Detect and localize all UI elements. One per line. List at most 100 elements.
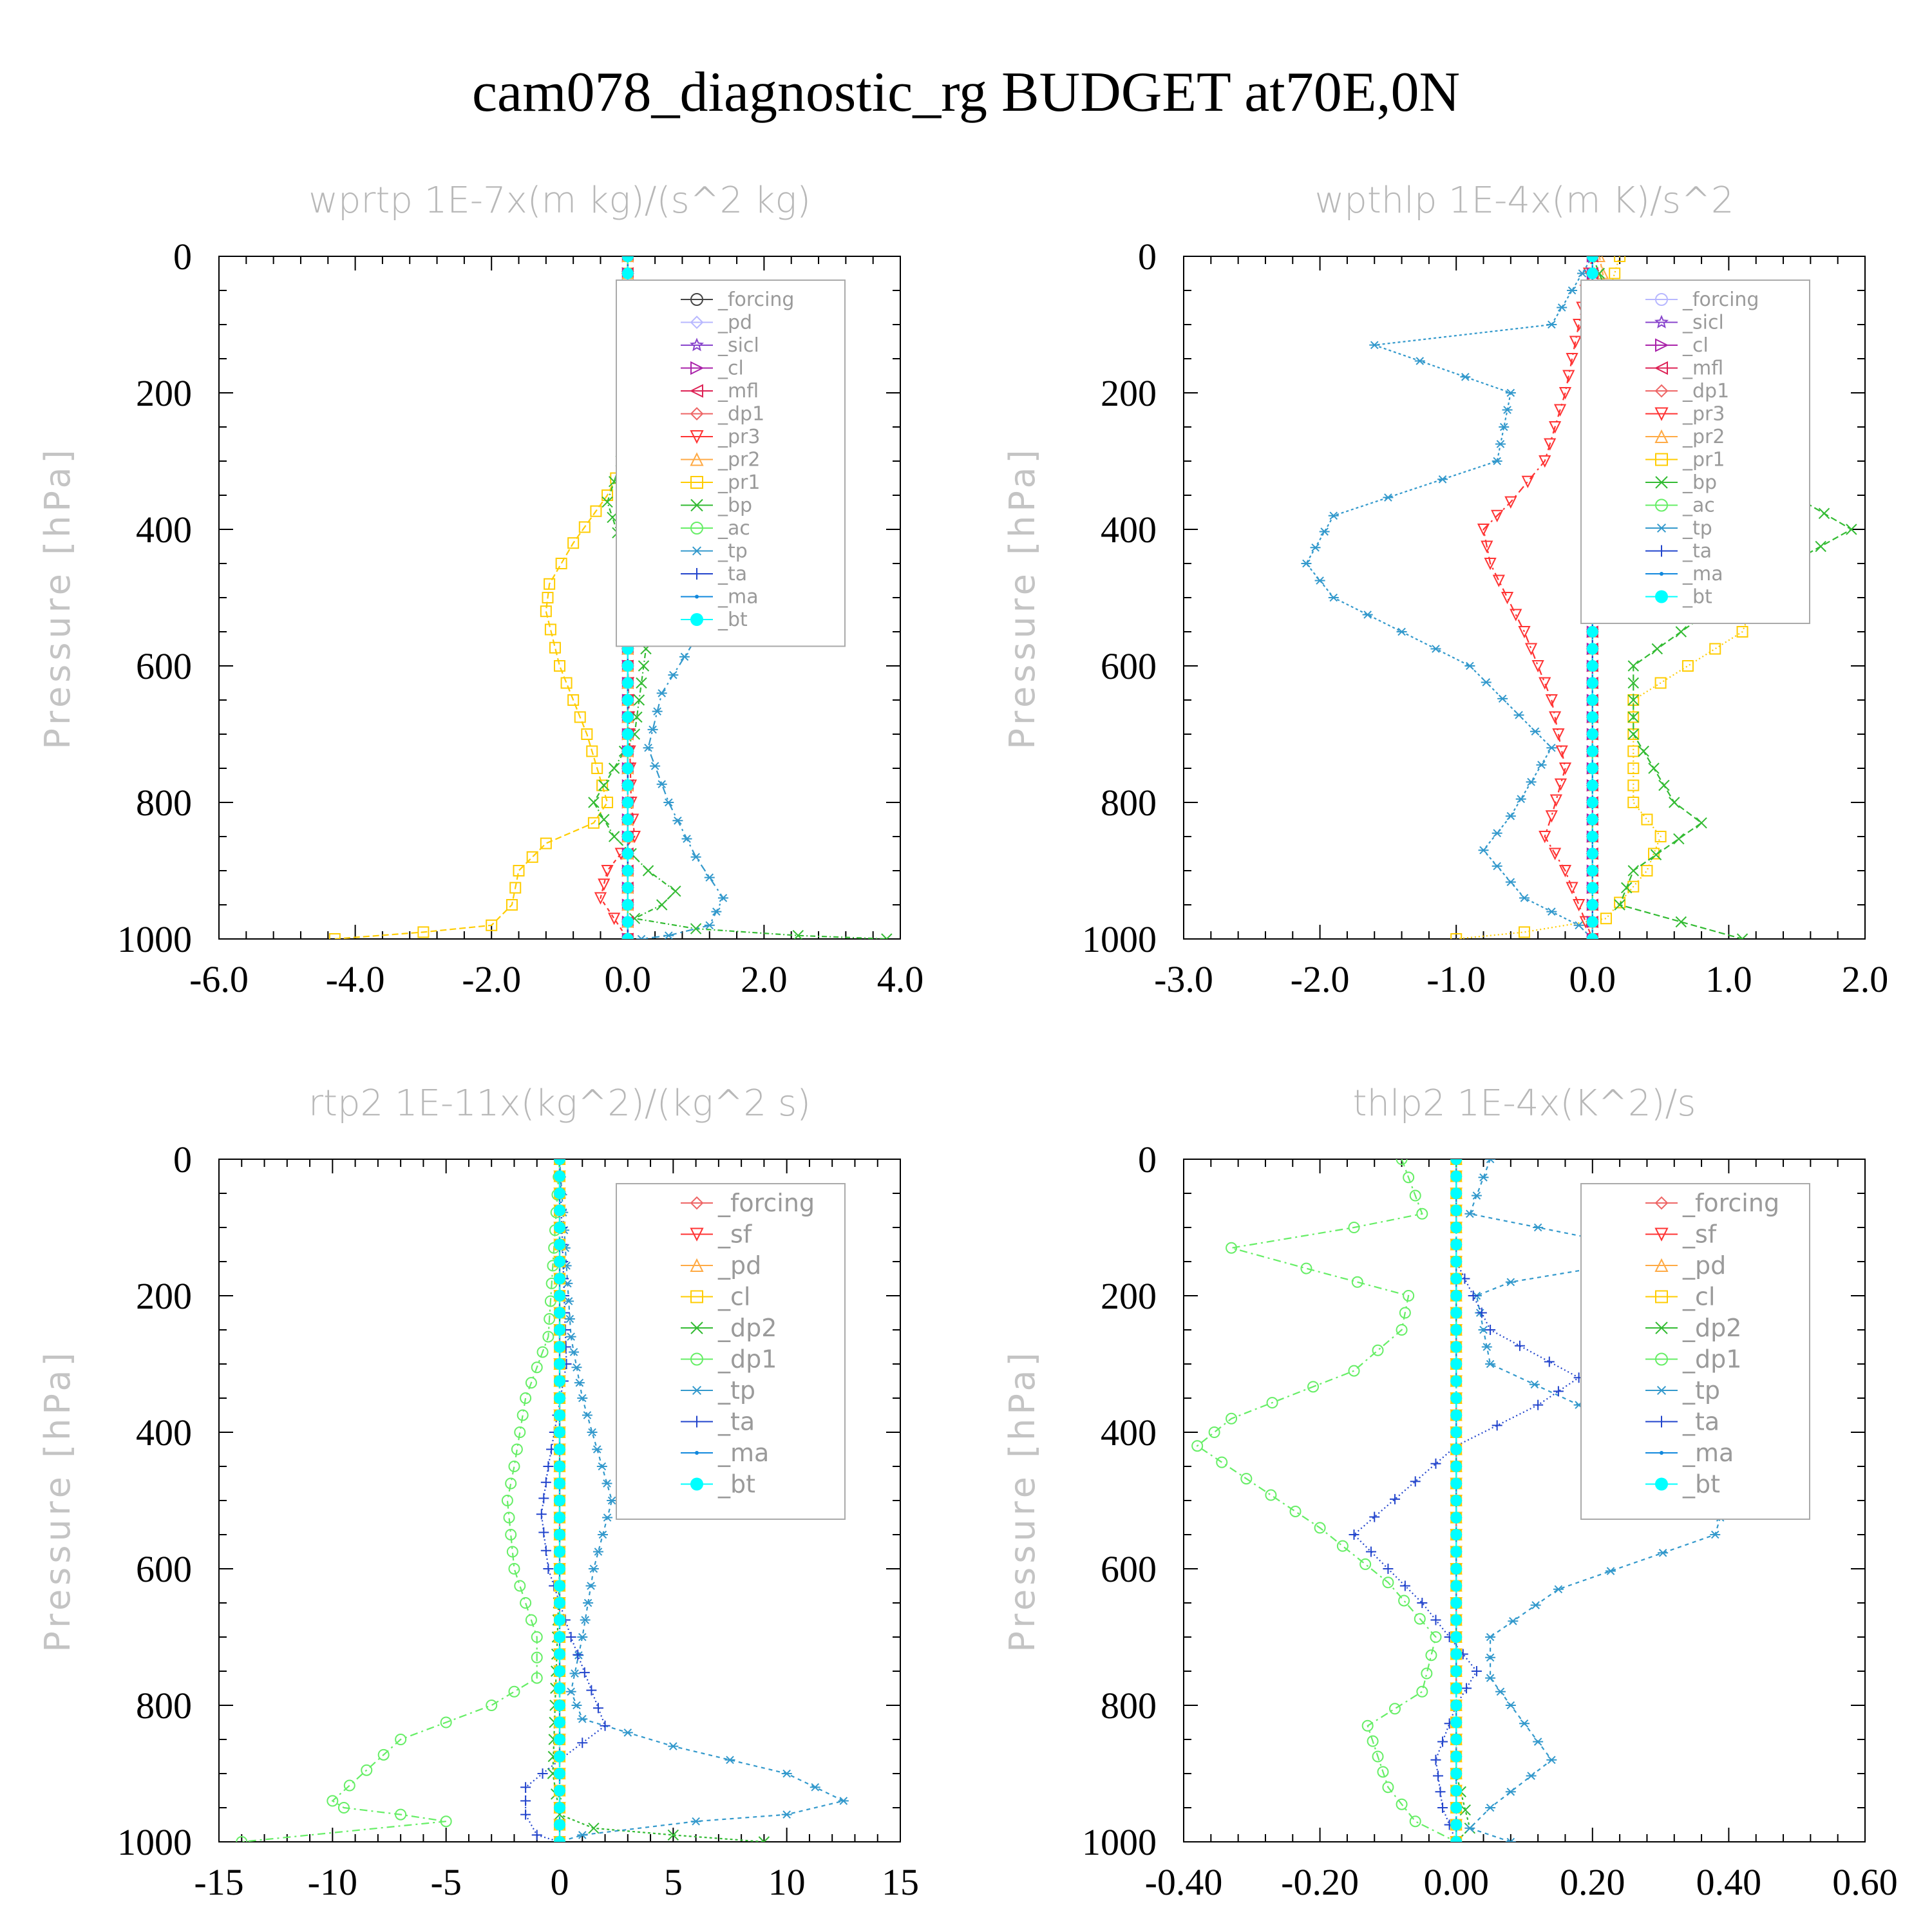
data-point: [1450, 1358, 1463, 1370]
legend-marker: [690, 1196, 704, 1210]
data-point: [1569, 336, 1582, 348]
data-point: [1492, 457, 1502, 466]
legend-item: _pr1: [1645, 449, 1725, 471]
data-point: [577, 1633, 588, 1642]
data-point: [642, 865, 654, 876]
data-point: [1289, 1505, 1302, 1517]
data-point: [1450, 1819, 1463, 1831]
data-point: [1476, 1307, 1487, 1318]
legend-marker: [1654, 384, 1669, 398]
data-point: [1307, 1381, 1320, 1393]
data-point: [1510, 609, 1522, 621]
data-point: [1586, 831, 1598, 842]
x-tick-label: -3.0: [1154, 958, 1213, 1000]
data-point: [574, 1378, 585, 1387]
data-point: [544, 623, 556, 636]
data-point: [1388, 1703, 1401, 1715]
legend-label: _ta: [717, 563, 747, 585]
data-point: [1369, 1511, 1380, 1522]
x-tick-label: -2.0: [1291, 958, 1350, 1000]
data-point: [1614, 896, 1626, 909]
legend-label: _dp1: [717, 1345, 777, 1374]
data-point: [679, 652, 690, 661]
legend-label: _dp2: [717, 1314, 777, 1342]
data-point: [554, 1409, 565, 1421]
legend-marker: [1655, 1352, 1668, 1366]
data-point: [531, 1830, 542, 1841]
data-point: [1552, 728, 1565, 741]
data-point: [1620, 882, 1633, 894]
data-point: [1508, 1616, 1519, 1625]
data-point: [1478, 1173, 1489, 1182]
data-point: [1586, 711, 1598, 723]
data-point: [1416, 1208, 1428, 1220]
data-point: [586, 745, 598, 757]
data-point: [1546, 743, 1557, 752]
data-point: [1586, 643, 1598, 655]
data-point: [571, 1363, 582, 1372]
legend-item: _ma: [681, 1439, 769, 1467]
data-point: [1638, 745, 1649, 757]
data-point: [554, 1375, 565, 1387]
data-point: [1485, 1653, 1496, 1662]
legend-marker: [691, 1385, 703, 1396]
data-point: [621, 711, 634, 723]
data-point: [621, 677, 634, 689]
legend-item: _ac: [1645, 495, 1715, 517]
data-point: [1519, 926, 1530, 938]
data-point: [621, 882, 634, 894]
data-point: [1348, 1222, 1360, 1233]
data-point: [592, 1703, 603, 1714]
data-point: [838, 1797, 849, 1805]
data-point: [1548, 421, 1562, 434]
data-point: [1314, 1522, 1326, 1534]
legend-marker: [1654, 314, 1669, 328]
legend-marker: [1655, 498, 1668, 512]
data-point: [1485, 1803, 1496, 1812]
legend-marker: [690, 361, 705, 375]
data-point: [1586, 677, 1598, 689]
data-point: [1450, 1648, 1463, 1660]
data-point: [1627, 779, 1640, 791]
y-tick-label: 200: [136, 1275, 192, 1317]
data-point: [1586, 256, 1598, 262]
data-point: [1492, 574, 1505, 587]
legend-item: _pr3: [681, 426, 760, 448]
data-point: [1409, 1189, 1421, 1202]
legend-marker: [689, 337, 705, 352]
x-tick-label: 2.0: [1842, 958, 1889, 1000]
data-point: [508, 1461, 520, 1472]
data-point: [1557, 303, 1567, 312]
legend-item: _dp1: [1645, 380, 1729, 402]
data-point: [621, 813, 634, 826]
legend-item: _mfl: [681, 380, 759, 402]
data-point: [596, 779, 609, 791]
series-line-dp1: [1196, 1159, 1457, 1842]
data-point: [361, 1764, 373, 1776]
series-markers-tp: [1301, 256, 1598, 939]
data-point: [1450, 1170, 1463, 1182]
y-tick-label: 200: [1101, 372, 1157, 414]
data-point: [1450, 1375, 1463, 1387]
data-point: [1450, 1631, 1463, 1643]
data-point: [1586, 933, 1598, 939]
data-point: [1450, 1546, 1463, 1558]
data-point: [1266, 1397, 1278, 1409]
legend: _forcing_pd_sicl_cl_mfl_dp1_pr3_pr2_pr1_…: [616, 279, 846, 647]
data-point: [1396, 1798, 1408, 1810]
data-point: [1641, 865, 1653, 876]
data-point: [440, 1716, 452, 1728]
data-point: [1314, 576, 1325, 585]
data-point: [1505, 1278, 1516, 1287]
series-line-pr1: [334, 256, 629, 939]
data-point: [554, 1461, 565, 1472]
data-point: [670, 886, 681, 897]
legend-marker: [689, 384, 703, 398]
data-point: [1450, 1614, 1463, 1626]
legend-item: _cl: [1645, 1283, 1715, 1311]
data-point: [1627, 711, 1639, 723]
panel-title: wpthlp 1E-4x(m K)/s^2: [1314, 180, 1734, 222]
legend-item: _ta: [681, 563, 747, 585]
data-point: [577, 1714, 588, 1723]
legend-marker: [1656, 1416, 1667, 1428]
